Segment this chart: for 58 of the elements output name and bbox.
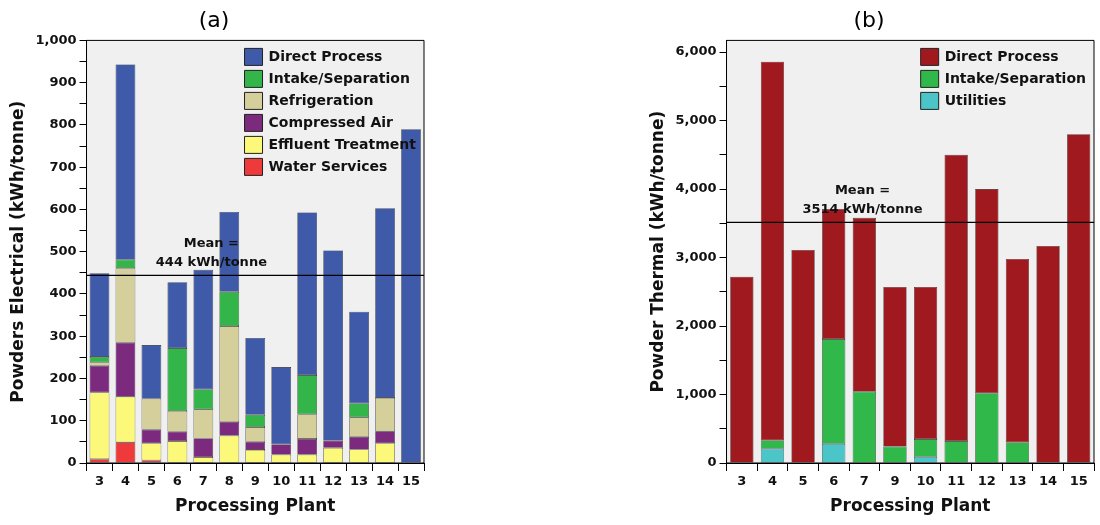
x-axis-title: Processing Plant xyxy=(175,495,336,516)
y-tick-label: 1,000 xyxy=(35,31,77,47)
y-tick-label: 3,000 xyxy=(675,248,717,264)
y-tick-label: 2,000 xyxy=(675,317,717,333)
y-tick-label: 6,000 xyxy=(675,43,717,59)
x-tick-label: 5 xyxy=(798,473,808,489)
x-tick-label: 15 xyxy=(1069,473,1088,489)
x-tick-label: 13 xyxy=(1008,473,1027,489)
y-tick-label: 200 xyxy=(49,369,77,385)
y-tick-label: 500 xyxy=(49,243,77,259)
y-tick-label: 300 xyxy=(49,327,77,343)
x-tick-label: 11 xyxy=(298,473,317,489)
x-tick-label: 12 xyxy=(324,473,343,489)
y-tick-label: 100 xyxy=(49,412,77,428)
ref-line-label: Mean = 3514 kWh/tonne xyxy=(802,182,923,217)
legend-label: Refrigeration xyxy=(268,92,374,109)
x-tick-label: 6 xyxy=(172,473,182,489)
legend-label: Utilities xyxy=(944,92,1007,109)
x-tick-label: 4 xyxy=(767,473,777,489)
y-tick-label: 900 xyxy=(49,74,77,90)
chart-title: (b) xyxy=(853,6,885,32)
legend-label: Water Services xyxy=(268,158,388,175)
y-tick-label: 5,000 xyxy=(675,111,717,127)
legend-label: Compressed Air xyxy=(268,114,394,131)
x-tick-label: 8 xyxy=(224,473,234,489)
x-tick-label: 11 xyxy=(947,473,966,489)
y-tick-label: 800 xyxy=(49,116,77,132)
chart-title: (a) xyxy=(198,6,230,32)
x-tick-label: 14 xyxy=(376,473,395,489)
y-tick-label: 700 xyxy=(49,158,77,174)
x-tick-label: 3 xyxy=(94,473,105,489)
x-tick-label: 6 xyxy=(829,473,839,489)
x-tick-label: 7 xyxy=(859,473,869,489)
y-tick-label: 1,000 xyxy=(675,385,717,401)
x-axis-title: Processing Plant xyxy=(830,495,991,516)
x-tick-label: 9 xyxy=(250,473,260,489)
legend-label: Intake/Separation xyxy=(944,70,1087,87)
x-tick-label: 3 xyxy=(737,473,747,489)
y-axis-title: Powder Thermal (kWh/tonne) xyxy=(646,110,667,393)
y-tick-label: 0 xyxy=(707,454,717,470)
x-tick-label: 5 xyxy=(146,473,156,489)
x-tick-label: 9 xyxy=(890,473,900,489)
y-tick-label: 4,000 xyxy=(675,180,717,196)
x-tick-label: 10 xyxy=(916,473,935,489)
x-tick-label: 7 xyxy=(198,473,208,489)
y-tick-label: 400 xyxy=(49,285,77,301)
y-axis-title: Powders Electrical (kWh/tonne) xyxy=(6,100,27,403)
x-tick-label: 10 xyxy=(272,473,291,489)
y-tick-label: 0 xyxy=(67,454,77,470)
x-tick-label: 12 xyxy=(977,473,996,489)
x-tick-label: 13 xyxy=(350,473,369,489)
y-tick-label: 600 xyxy=(49,200,77,216)
legend-label: Intake/Separation xyxy=(268,70,410,87)
x-tick-label: 15 xyxy=(401,473,421,489)
legend-label: Direct Process xyxy=(944,48,1059,65)
legend-label: Direct Process xyxy=(268,48,383,65)
x-tick-label: 4 xyxy=(120,473,130,489)
x-tick-label: 14 xyxy=(1039,473,1058,489)
